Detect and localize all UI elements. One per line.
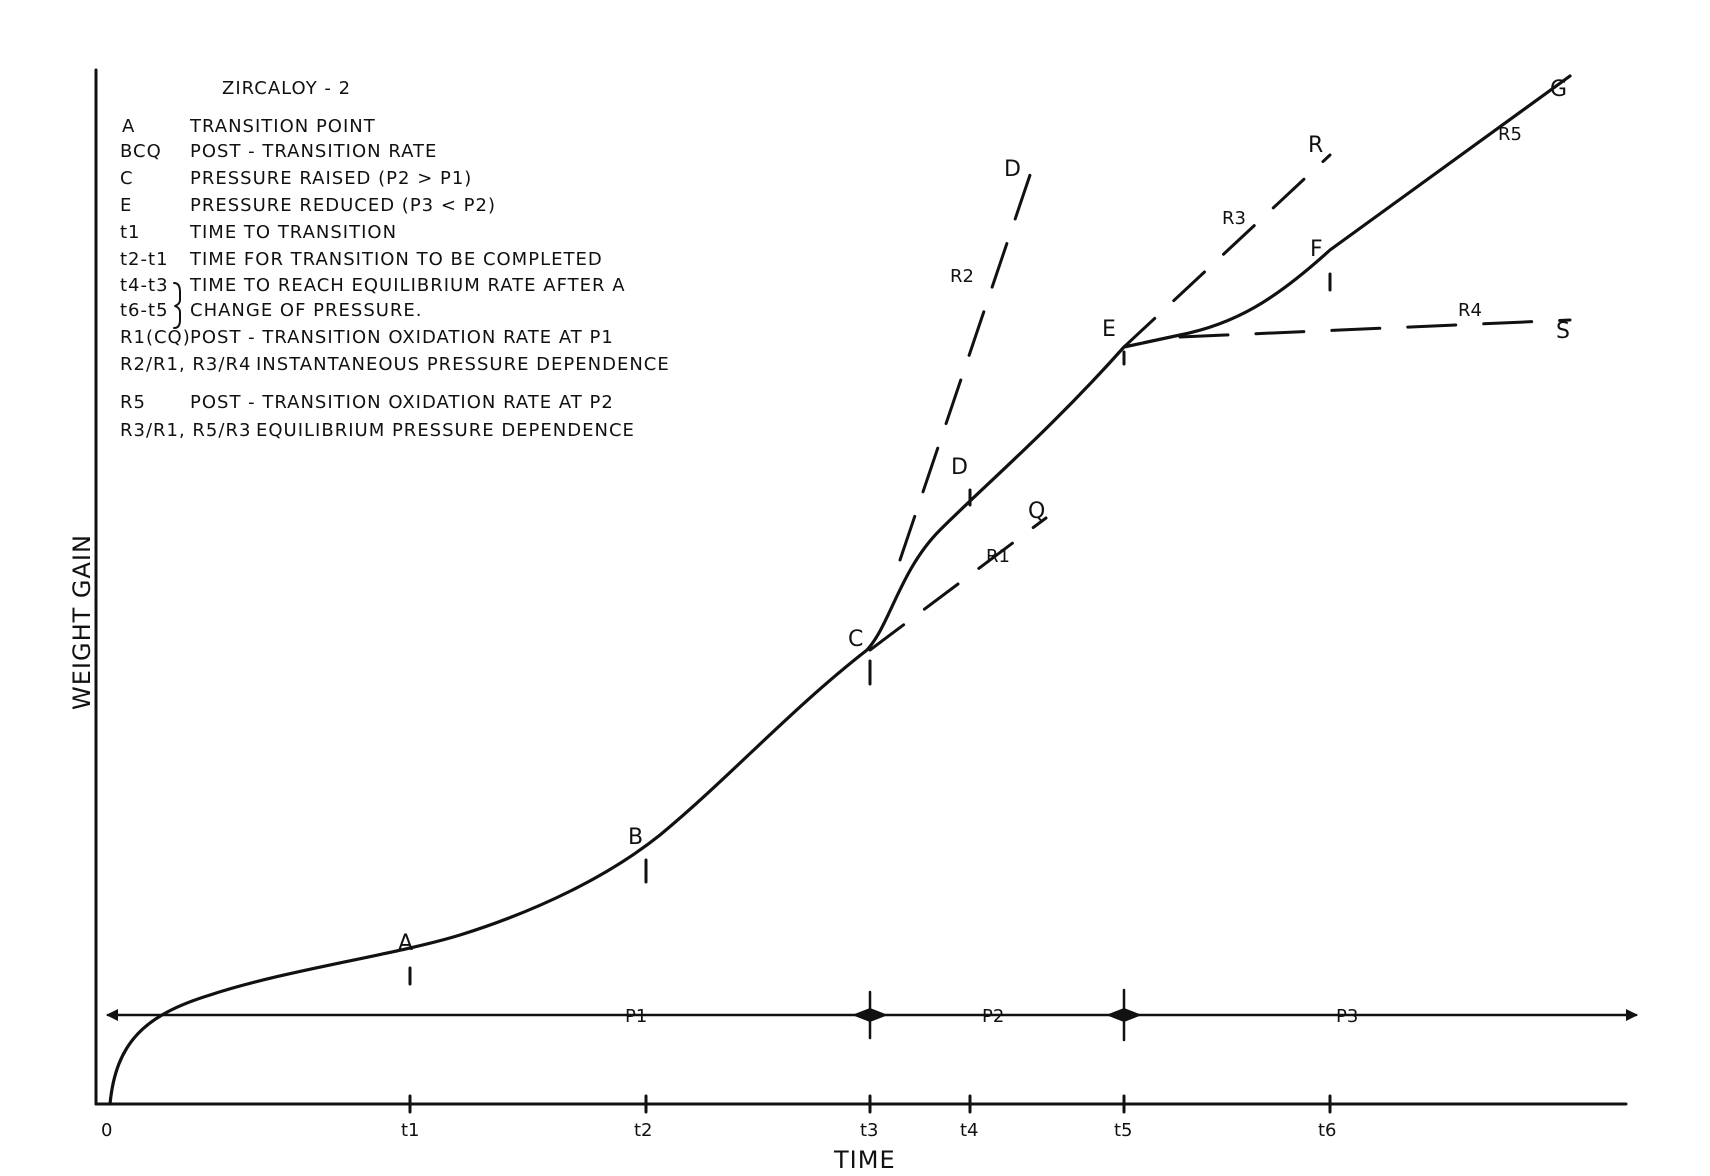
r4-dashed-line <box>1178 318 1572 339</box>
origin-label: 0 <box>101 1120 112 1141</box>
legend-key-t4-t3: t4-t3 <box>120 275 169 296</box>
tick-label-t1: t1 <box>401 1120 420 1141</box>
legend-key-r3-r1: R3/R1, R5/R3 <box>120 420 251 441</box>
point-label-a: A <box>398 931 414 956</box>
y-axis-label: WEIGHT GAIN <box>68 534 96 710</box>
legend-key-t2-t1: t2-t1 <box>120 249 169 270</box>
rate-label-r5: R5 <box>1498 124 1522 145</box>
point-label-f: F <box>1310 237 1324 262</box>
time-ticks <box>408 1094 1332 1114</box>
point-label-g: G <box>1550 77 1568 102</box>
x-axis-label: TIME <box>833 1146 896 1174</box>
legend-title: ZIRCALOY - 2 <box>222 78 351 99</box>
rate-label-r2: R2 <box>950 266 974 287</box>
legend: ZIRCALOY - 2 A TRANSITION POINT BCQ POST… <box>120 78 670 441</box>
legend-text-e: PRESSURE REDUCED (P3 < P2) <box>190 195 496 216</box>
legend-key-e: E <box>120 195 132 216</box>
rate-label-r4: R4 <box>1458 300 1482 321</box>
rate-label-r1: R1 <box>986 546 1010 567</box>
point-label-s: S <box>1556 319 1571 344</box>
arrow-out-t3 <box>870 1008 888 1022</box>
legend-key-t1: t1 <box>120 222 141 243</box>
point-label-c: C <box>848 627 864 652</box>
legend-text-t2-t1: TIME FOR TRANSITION TO BE COMPLETED <box>189 249 603 270</box>
legend-text-c: PRESSURE RAISED (P2 > P1) <box>190 168 472 189</box>
point-label-q: Q <box>1028 499 1046 524</box>
rate-label-r3: R3 <box>1222 208 1246 229</box>
pressure-label-p2: P2 <box>982 1006 1004 1027</box>
tick-label-t2: t2 <box>634 1120 653 1141</box>
r2-dashed-line <box>898 173 1032 562</box>
legend-key-a: A <box>122 116 135 137</box>
point-label-r: R <box>1308 133 1324 158</box>
tick-label-t5: t5 <box>1114 1120 1133 1141</box>
pressure-label-p1: P1 <box>625 1006 647 1027</box>
r3-dashed-line <box>1122 153 1332 349</box>
weight-gain-curve <box>108 74 1572 1106</box>
legend-key-bcq: BCQ <box>120 141 162 162</box>
pressure-label-p3: P3 <box>1336 1006 1358 1027</box>
arrow-into-t5 <box>1106 1008 1124 1022</box>
legend-key-r2-r1: R2/R1, R3/R4 <box>120 354 251 375</box>
arrow-into-t3 <box>852 1008 870 1022</box>
legend-key-r5: R5 <box>120 392 146 413</box>
legend-key-t6-t5: t6-t5 <box>120 300 169 321</box>
legend-text-t1: TIME TO TRANSITION <box>189 222 397 243</box>
r1-dashed-line <box>868 516 1048 652</box>
legend-text-t6-t5: CHANGE OF PRESSURE. <box>190 300 423 321</box>
legend-text-r2-r1: INSTANTANEOUS PRESSURE DEPENDENCE <box>256 354 670 375</box>
legend-text-a: TRANSITION POINT <box>189 116 376 137</box>
legend-text-bcq: POST - TRANSITION RATE <box>190 141 437 162</box>
legend-key-r1: R1(CQ) <box>120 327 191 348</box>
point-label-b: B <box>628 825 644 850</box>
legend-text-r1: POST - TRANSITION OXIDATION RATE AT P1 <box>190 327 614 348</box>
arrow-out-t5 <box>1124 1008 1142 1022</box>
legend-text-t4-t3: TIME TO REACH EQUILIBRIUM RATE AFTER A <box>189 275 626 296</box>
point-label-d-upper: D <box>1004 157 1022 182</box>
point-label-d: D <box>951 455 969 480</box>
tick-label-t4: t4 <box>960 1120 979 1141</box>
tick-label-t3: t3 <box>860 1120 879 1141</box>
legend-text-r3-r1: EQUILIBRIUM PRESSURE DEPENDENCE <box>256 420 635 441</box>
point-label-e: E <box>1102 317 1117 342</box>
legend-brace <box>173 282 181 329</box>
legend-text-r5: POST - TRANSITION OXIDATION RATE AT P2 <box>190 392 614 413</box>
legend-key-c: C <box>120 168 134 189</box>
tick-label-t6: t6 <box>1318 1120 1337 1141</box>
